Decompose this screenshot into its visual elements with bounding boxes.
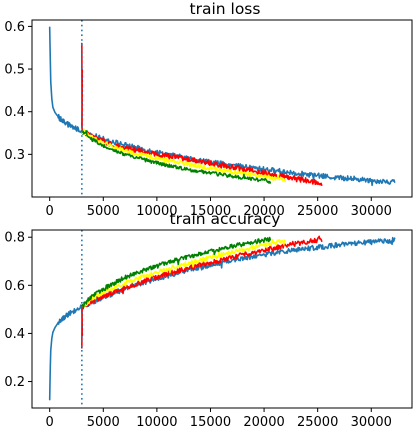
chart-title: train loss [190, 0, 261, 18]
x-tick-label: 0 [46, 204, 54, 219]
x-tick-label: 5000 [87, 415, 120, 430]
blue-series [48, 26, 396, 187]
x-tick-label: 30000 [351, 415, 392, 430]
y-tick-label: 0.3 [4, 148, 25, 163]
blue-series [48, 236, 396, 401]
plot-area [48, 235, 396, 401]
x-tick-label: 5000 [87, 204, 120, 219]
loss-chart: 0 5000 10000 15000 20000 25000 30000 0.3 0.4 0.5 0… [4, 0, 413, 219]
y-tick-label: 0.2 [4, 375, 25, 390]
red-series [81, 42, 323, 187]
green-series [81, 129, 272, 184]
x-tick-label: 25000 [297, 415, 338, 430]
yellow-series [81, 239, 286, 308]
y-tick-label: 0.6 [4, 20, 25, 35]
x-tick-label: 10000 [136, 204, 177, 219]
green-series [81, 236, 272, 308]
x-tick-label: 20000 [243, 415, 284, 430]
chart-title: train accuracy [170, 210, 281, 228]
axes-frame [31, 19, 413, 198]
y-tick-label: 0.5 [4, 63, 25, 78]
x-tick-label: 20000 [243, 204, 284, 219]
accuracy-chart: 0 5000 10000 15000 20000 25000 30000 0.2 0.4 0.6 0… [4, 210, 413, 430]
x-tick-label: 25000 [297, 204, 338, 219]
x-tick-label: 15000 [190, 415, 231, 430]
y-tick-label: 0.6 [4, 279, 25, 294]
red-series [81, 235, 323, 349]
yellow-series [81, 128, 286, 183]
y-tick-label: 0.4 [4, 105, 25, 120]
x-tick-label: 10000 [136, 415, 177, 430]
x-tick-label: 15000 [190, 204, 231, 219]
x-tick-label: 30000 [351, 204, 392, 219]
y-tick-label: 0.4 [4, 327, 25, 342]
x-tick-label: 0 [46, 415, 54, 430]
plot-area [48, 26, 396, 187]
y-tick-label: 0.8 [4, 231, 25, 246]
axes-frame [31, 229, 413, 409]
